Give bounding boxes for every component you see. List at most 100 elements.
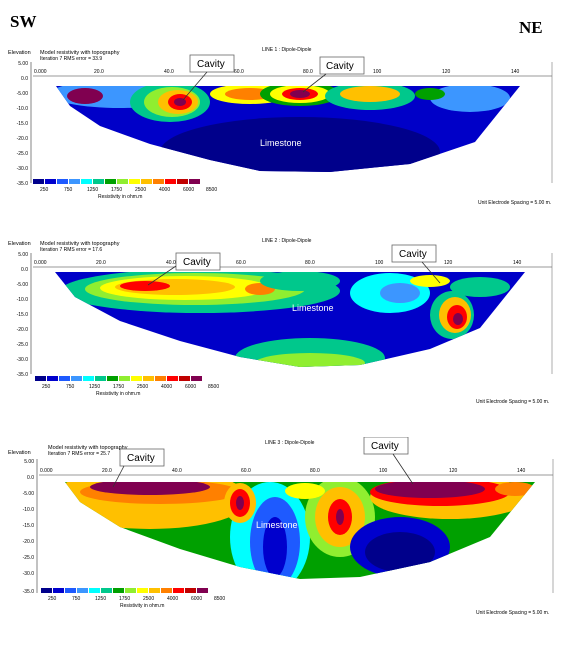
legend-swatch <box>119 376 130 381</box>
resistivity-legend: 250 750 1250 1750 2500 4000 6000 8500 Re… <box>33 179 217 200</box>
x-tick-label: 0.000 <box>34 260 47 266</box>
legend-swatch <box>179 376 190 381</box>
legend-swatch <box>93 179 104 184</box>
legend-swatch <box>77 588 88 593</box>
legend-value: 2500 <box>135 187 146 193</box>
y-tick-label: -30.0 <box>17 357 29 363</box>
x-tick-label: 80.0 <box>303 69 313 75</box>
y-tick-label: -30.0 <box>17 166 29 172</box>
x-tick-label: 0.000 <box>34 69 47 75</box>
legend-swatch <box>57 179 68 184</box>
legend-swatch <box>59 376 70 381</box>
legend-value: 8500 <box>214 596 225 602</box>
legend-value: 6000 <box>185 384 196 390</box>
y-tick-label: -25.0 <box>17 151 29 157</box>
legend-swatch <box>113 588 124 593</box>
legend-value: 1750 <box>113 384 124 390</box>
legend-value: 1250 <box>87 187 98 193</box>
legend-value: 1250 <box>89 384 100 390</box>
legend-value: 1750 <box>119 596 130 602</box>
legend-swatch <box>71 376 82 381</box>
electrode-spacing-label: Unit Electrode Spacing = 5.00 m. <box>476 399 549 405</box>
legend-value: 4000 <box>167 596 178 602</box>
limestone-label: Limestone <box>260 138 302 148</box>
resistivity-section-line-1: Elevation Model resistivity with topogra… <box>0 42 583 224</box>
legend-value: 250 <box>48 596 57 602</box>
x-tick-label: 140 <box>513 260 522 266</box>
model-label: Model resistivity with topography <box>40 241 120 247</box>
x-tick-label: 100 <box>379 468 388 474</box>
resistivity-section-line-3: Elevation Model resistivity with topogra… <box>0 437 583 619</box>
cavity-callout: Cavity <box>302 56 365 93</box>
x-tick-label: 60.0 <box>236 260 246 266</box>
x-tick-label: 60.0 <box>241 468 251 474</box>
legend-swatch <box>153 179 164 184</box>
y-tick-label: -20.0 <box>17 136 29 142</box>
y-tick-label: 0.0 <box>21 267 28 273</box>
legend-swatch <box>185 588 196 593</box>
legend-swatch <box>125 588 136 593</box>
x-tick-label: 0.000 <box>40 468 53 474</box>
legend-swatch <box>101 588 112 593</box>
distance-axis: 0.000 20.0 40.0 60.0 80.0 100 120 140 <box>33 253 553 374</box>
legend-swatch <box>107 376 118 381</box>
y-tick-label: -15.0 <box>23 523 35 529</box>
cavity-label: Cavity <box>183 257 211 268</box>
y-tick-label: -10.0 <box>23 507 35 513</box>
x-tick-label: 80.0 <box>305 260 315 266</box>
legend-swatch <box>47 376 58 381</box>
cavity-label: Cavity <box>326 61 354 72</box>
y-tick-label: -5.00 <box>17 282 29 288</box>
x-tick-label: 40.0 <box>166 260 176 266</box>
resistivity-legend: 250 750 1250 1750 2500 4000 6000 8500 Re… <box>41 588 225 609</box>
cavity-label: Cavity <box>371 441 399 452</box>
legend-swatch <box>161 588 172 593</box>
legend-swatch <box>143 376 154 381</box>
cavity-callout: Cavity <box>363 437 414 485</box>
x-tick-label: 140 <box>511 69 520 75</box>
elevation-axis: 5.00 0.0 -5.00 -10.0 -15.0 -20.0 -25.0 -… <box>23 459 38 595</box>
legend-swatch <box>33 179 44 184</box>
section-title: LINE 3 : Dipole-Dipole <box>265 440 315 446</box>
legend-swatch <box>83 376 94 381</box>
legend-caption: Resistivity in ohm.m <box>120 603 164 609</box>
y-tick-label: 5.00 <box>18 61 28 67</box>
y-tick-label: -25.0 <box>17 342 29 348</box>
y-tick-label: -30.0 <box>23 571 35 577</box>
elevation-label: Elevation <box>8 50 31 56</box>
model-label: Model resistivity with topography <box>48 445 128 451</box>
legend-value: 2500 <box>143 596 154 602</box>
cavity-callout: Cavity <box>182 54 235 101</box>
y-tick-label: -10.0 <box>17 297 29 303</box>
legend-swatch <box>191 376 202 381</box>
legend-swatch <box>129 179 140 184</box>
legend-swatch <box>167 376 178 381</box>
legend-swatch <box>137 588 148 593</box>
x-tick-label: 80.0 <box>310 468 320 474</box>
legend-value: 4000 <box>161 384 172 390</box>
iteration-label: Iteration 7 RMS error = 25.7 <box>48 451 110 457</box>
legend-value: 8500 <box>206 187 217 193</box>
legend-caption: Resistivity in ohm.m <box>96 391 140 397</box>
y-tick-label: 5.00 <box>24 459 34 465</box>
legend-swatch <box>81 179 92 184</box>
model-label: Model resistivity with topography <box>40 50 120 56</box>
y-tick-label: 5.00 <box>18 252 28 258</box>
legend-swatch <box>105 179 116 184</box>
x-tick-label: 20.0 <box>96 260 106 266</box>
legend-value: 4000 <box>159 187 170 193</box>
ne-direction-label: NE <box>519 18 543 37</box>
x-tick-label: 40.0 <box>164 69 174 75</box>
legend-swatch <box>149 588 160 593</box>
y-tick-label: 0.0 <box>27 475 34 481</box>
resistivity-legend: 250 750 1250 1750 2500 4000 6000 8500 Re… <box>35 376 219 397</box>
legend-value: 250 <box>40 187 49 193</box>
legend-value: 1250 <box>95 596 106 602</box>
legend-value: 2500 <box>137 384 148 390</box>
x-tick-label: 40.0 <box>172 468 182 474</box>
section-title: LINE 1 : Dipole-Dipole <box>262 47 312 53</box>
legend-swatch <box>197 588 208 593</box>
y-tick-label: -35.0 <box>17 181 29 187</box>
legend-swatch <box>155 376 166 381</box>
x-tick-label: 100 <box>373 69 382 75</box>
